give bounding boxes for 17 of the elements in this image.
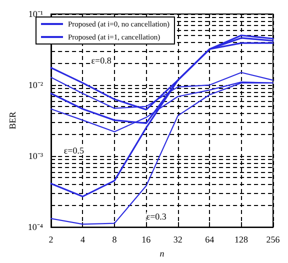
x-tick-label: 256 — [266, 234, 280, 245]
y-tick-label: 10⁻³ — [28, 151, 44, 162]
annotation: ε=0.3 — [146, 212, 167, 222]
x-tick-label: 16 — [142, 234, 152, 245]
annotation: ε=0.5 — [64, 145, 84, 156]
x-tick-label: 4 — [80, 234, 86, 245]
x-axis-title: n — [160, 248, 165, 258]
y-tick-label: 10⁻⁴ — [28, 222, 44, 232]
x-tick-label: 32 — [173, 234, 182, 245]
x-tick-label: 2 — [48, 234, 54, 245]
y-axis-title: BER — [8, 112, 18, 130]
y-tick-label: 10⁻¹ — [28, 9, 44, 19]
annotation: ε=0.8 — [91, 56, 112, 66]
y-tick-label: 10⁻² — [28, 80, 44, 90]
x-tick-label: 64 — [205, 234, 215, 245]
x-tick-label: 128 — [234, 234, 249, 245]
x-tick-label: 8 — [112, 234, 118, 245]
